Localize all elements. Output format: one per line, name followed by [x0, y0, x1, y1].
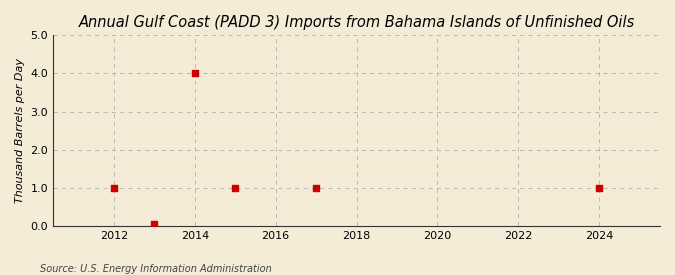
Point	[310, 186, 321, 190]
Point	[149, 222, 160, 227]
Y-axis label: Thousand Barrels per Day: Thousand Barrels per Day	[15, 58, 25, 203]
Point	[190, 71, 200, 76]
Point	[594, 186, 605, 190]
Text: Source: U.S. Energy Information Administration: Source: U.S. Energy Information Administ…	[40, 264, 272, 274]
Title: Annual Gulf Coast (PADD 3) Imports from Bahama Islands of Unfinished Oils: Annual Gulf Coast (PADD 3) Imports from …	[78, 15, 634, 30]
Point	[230, 186, 240, 190]
Point	[109, 186, 119, 190]
